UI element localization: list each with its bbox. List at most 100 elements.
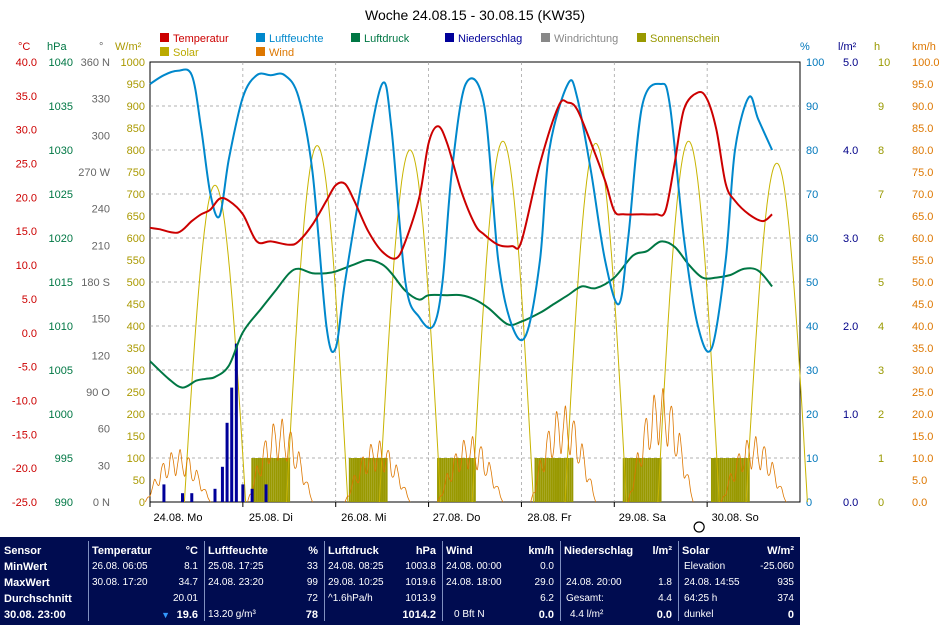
temp-max-time: 30.08. 17:20	[92, 577, 148, 588]
sunshine-bar	[279, 458, 282, 502]
solar-curve	[286, 145, 349, 503]
sunshine-bar	[719, 458, 722, 502]
pressure-axis-tick-label: 1035	[49, 101, 73, 113]
solar-hours: 64:25 h	[684, 593, 718, 604]
rain-max-time: 24.08. 20:00	[566, 577, 622, 588]
solar-axis-tick-label: 550	[127, 255, 145, 267]
rain-bar	[190, 493, 194, 502]
sunshine-bar	[371, 458, 374, 502]
temp-axis-tick-label: -10.0	[12, 395, 37, 407]
sunshine-bar	[471, 458, 474, 502]
axes: 24.08. Mo 25.08. Di 26.08. Mi 27.08. Do 28.0…	[12, 57, 940, 533]
sunshine-bar	[647, 458, 650, 502]
sunshine-bar	[659, 458, 662, 502]
rain-current: 0.0	[656, 609, 672, 621]
sunshine-bar	[557, 458, 560, 502]
wind-axis-tick-label: 90.0	[912, 101, 933, 113]
wind-axis-tick-label: 50.0	[912, 277, 933, 289]
press-avg: 1013.9	[405, 593, 436, 604]
legend-swatch	[256, 33, 265, 42]
wind-bft: 0 Bft N	[454, 609, 485, 620]
sunshine-bar	[737, 458, 740, 502]
rain-bar	[230, 387, 234, 502]
legend-label: Windrichtung	[554, 33, 618, 45]
rain-bar	[250, 488, 254, 502]
solar-axis-tick-label: 350	[127, 343, 145, 355]
hum-min: 33	[306, 561, 318, 572]
wind-axis-tick-label: 100.0	[912, 57, 940, 69]
temp-axis-tick-label: 25.0	[16, 159, 37, 171]
legend-swatch	[160, 33, 169, 42]
sunshine-bar	[721, 458, 724, 502]
stats-panel: Sensor MinWert MaxWert Durchschnitt 30.0…	[0, 537, 800, 625]
rain-bar	[181, 493, 184, 502]
axis-unit-label: h	[874, 41, 880, 53]
solar-title: Solar	[682, 545, 710, 557]
wind-max: 29.0	[534, 577, 554, 588]
hum-abs: 13.20 g/m³	[208, 609, 256, 620]
wind-axis-tick-label: 25.0	[912, 387, 933, 399]
pressure-line	[149, 240, 773, 389]
sunshine-axis-tick-label: 0	[878, 497, 884, 509]
wind-axis-tick-label: 0.0	[912, 497, 927, 509]
solar-axis-tick-label: 150	[127, 431, 145, 443]
rain-axis-tick-label: 0.0	[843, 497, 858, 509]
x-tick-label: 28.08. Fr	[527, 512, 571, 524]
rain-bar	[234, 343, 238, 502]
sunshine-bar	[265, 458, 268, 502]
sunshine-bar	[550, 458, 553, 502]
sunshine-bar	[624, 458, 627, 502]
solar-curve	[657, 140, 720, 503]
direction-axis-tick-label: 270 W	[78, 167, 110, 179]
rain-axis-tick-label: 1.0	[843, 409, 858, 421]
sunshine-bar	[445, 458, 448, 502]
temp-axis-tick-label: 5.0	[22, 294, 37, 306]
sunshine-axis-tick-label: 7	[878, 189, 884, 201]
chart-title: Woche 24.08.15 - 30.08.15 (KW35)	[365, 7, 585, 23]
sunshine-bar	[741, 458, 744, 502]
legend-label: Solar	[173, 47, 199, 59]
sunshine-bar	[461, 458, 464, 502]
legend-swatch	[637, 33, 646, 42]
solar-axis-tick-label: 800	[127, 145, 145, 157]
rain-total: 4.4	[658, 593, 672, 604]
pressure-axis-tick-label: 1030	[49, 145, 73, 157]
temp-axis-tick-label: 30.0	[16, 125, 37, 137]
legend-label: Luftfeuchte	[269, 33, 323, 45]
rain-bar	[241, 484, 245, 502]
x-tick-label: 27.08. Do	[433, 512, 481, 524]
stats-luftfeuchte: Luftfeuchte% 25.08. 17:25 33 24.08. 23:20…	[208, 537, 320, 625]
rain-axis-tick-label: 3.0	[843, 233, 858, 245]
sunshine-bar	[747, 458, 750, 502]
sunshine-axis-tick-label: 6	[878, 233, 884, 245]
label-min: MinWert	[4, 561, 48, 573]
axis-unit-label: l/m²	[838, 41, 857, 53]
wind-curve	[530, 405, 597, 503]
sunshine-bar	[473, 458, 476, 502]
solar-axis-tick-label: 600	[127, 233, 145, 245]
wind-axis-tick-label: 45.0	[912, 299, 933, 311]
humidity-axis-tick-label: 70	[806, 189, 818, 201]
press-title: Luftdruck	[328, 545, 379, 557]
sunshine-bar	[259, 458, 262, 502]
solar-axis-tick-label: 850	[127, 123, 145, 135]
legend-label: Niederschlag	[458, 33, 522, 45]
direction-axis-tick-label: 210	[92, 240, 110, 252]
sunshine-bar	[569, 458, 572, 502]
axis-unit-label: %	[800, 41, 810, 53]
wind-curve	[344, 440, 411, 503]
solar-axis-tick-label: 400	[127, 321, 145, 333]
temp-axis-tick-label: -5.0	[18, 362, 37, 374]
sunshine-bar	[651, 458, 654, 502]
sunshine-bar	[554, 458, 557, 502]
sunshine-bar	[348, 458, 351, 502]
sunshine-bar	[267, 458, 270, 502]
sunshine-axis-tick-label: 10	[878, 57, 890, 69]
stats-solar: Solar W/m² Elevation -25.060 24.08. 14:55 9…	[682, 537, 796, 625]
sunshine-bar	[277, 458, 280, 502]
sunshine-bar	[288, 458, 291, 502]
press-current: 1014.2	[402, 609, 436, 621]
sunshine-bar	[373, 458, 376, 502]
wind-unit: km/h	[528, 545, 554, 557]
rain-axis-tick-label: 2.0	[843, 321, 858, 333]
